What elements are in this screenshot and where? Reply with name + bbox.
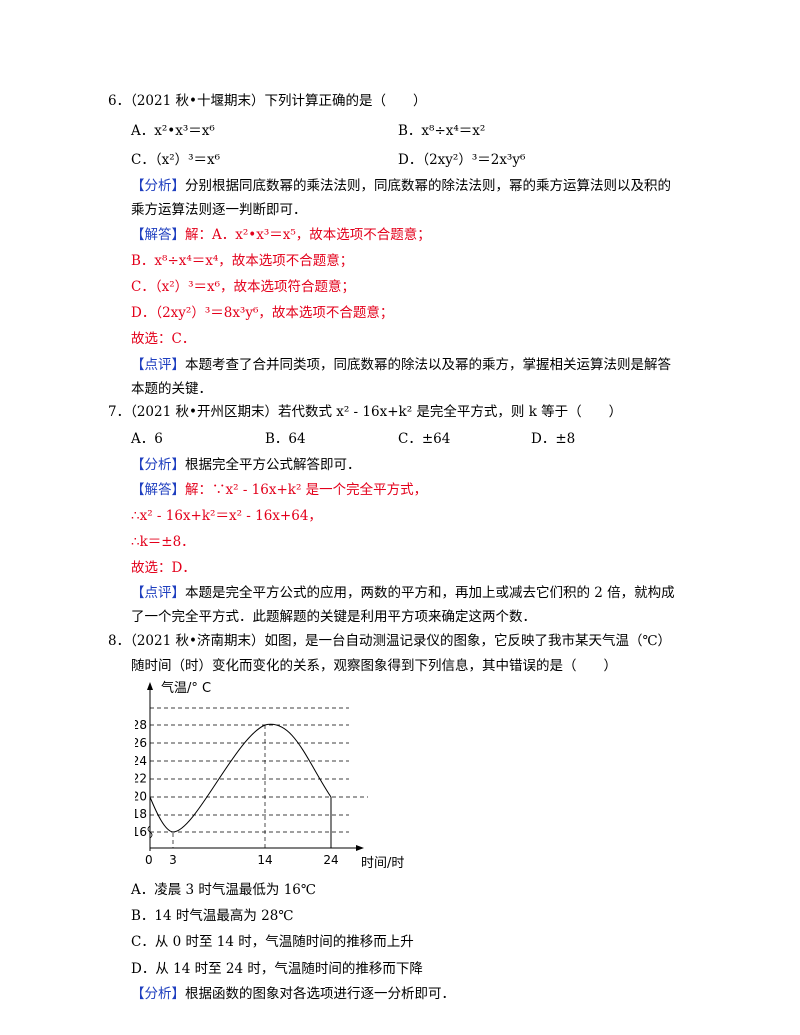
q7-option-c: C．±64	[398, 431, 451, 447]
axis-x-arrow	[356, 845, 364, 851]
q6-option-d: D．（2xy²）³＝2x³y⁶	[398, 152, 526, 168]
q8-option-a: A．凌晨 3 时气温最低为 16℃	[131, 882, 316, 898]
q7-option-b: B．64	[265, 431, 306, 447]
axis-break-mark	[147, 825, 153, 839]
q6-answer-line-1: 【解答】解：A．x²•x³＝x⁵，故本选项不合题意；	[131, 227, 431, 243]
q6-option-b: B．x⁸÷x⁴＝x²	[398, 123, 486, 139]
q6-stem: 6．（2021 秋•十堰期末）下列计算正确的是（ ）	[108, 93, 427, 109]
q6-option-a: A．x²•x³＝x⁶	[131, 123, 215, 139]
q6-answer-line-5: 故选：C．	[131, 331, 196, 347]
q6-comment-line-2: 本题的关键．	[131, 381, 212, 397]
analysis-tag: 【分析】	[131, 457, 185, 473]
y-axis-label: 气温/° C	[161, 680, 211, 696]
answer-tag: 【解答】	[131, 227, 185, 243]
analysis-tag: 【分析】	[131, 178, 185, 194]
x-tick-labels: 3 14 24	[169, 853, 338, 867]
comment-tag: 【点评】	[131, 585, 185, 601]
q6-answer-line-3: C．（x²）³＝x⁶，故本选项符合题意；	[131, 279, 356, 295]
x-tick-label: 24	[323, 853, 338, 867]
q8-option-d: D．从 14 时至 24 时，气温随时间的推移而下降	[131, 961, 423, 977]
x-tick-label: 14	[257, 853, 272, 867]
answer-tag: 【解答】	[131, 482, 185, 498]
origin-label: 0	[145, 853, 153, 867]
q7-stem: 7．（2021 秋•开州区期末）若代数式 x² - 16x+k² 是完全平方式，…	[108, 404, 623, 420]
q6-analysis-line-1: 【分析】分别根据同底数幂的乘法法则，同底数幂的除法法则，幂的乘方运算法则以及积的	[131, 178, 671, 194]
q7-answer-line-3: ∴k＝±8．	[131, 534, 195, 550]
axis-y-arrow	[147, 682, 153, 690]
q7-option-d: D．±8	[531, 431, 576, 447]
analysis-tag: 【分析】	[131, 986, 185, 1002]
temperature-curve	[149, 723, 332, 833]
q8-option-c: C．从 0 时至 14 时，气温随时间的推移而上升	[131, 934, 414, 950]
y-tick-label: 20	[135, 789, 147, 803]
grid-lines	[150, 707, 368, 848]
temperature-graph: 气温/° C 时间/时 0 28 26 24 22 20 18 16 3 14 24	[135, 680, 404, 871]
y-tick-label: 26	[135, 736, 147, 750]
q8-option-b: B．14 时气温最高为 28℃	[131, 908, 294, 924]
q6-comment-line-1: 【点评】本题考查了合并同类项，同底数幂的除法以及幂的乘方，掌握相关运算法则是解答	[131, 357, 671, 373]
q7-comment-line-2: 了一个完全平方式．此题解题的关键是利用平方项来确定这两个数．	[131, 609, 536, 625]
q7-comment-line-1: 【点评】本题是完全平方公式的应用，两数的平方和，再加上或减去它们积的 2 倍，就…	[131, 585, 675, 601]
q8-analysis-line-1: 【分析】根据函数的图象对各选项进行逐一分析即可．	[131, 986, 455, 1002]
q8-stem-line-2: 随时间（时）变化而变化的关系，观察图象得到下列信息，其中错误的是（ ）	[131, 658, 617, 674]
y-tick-label: 18	[135, 807, 147, 821]
q7-answer-line-1: 【解答】解：∵x² - 16x+k² 是一个完全平方式，	[131, 482, 428, 498]
q7-analysis-line-1: 【分析】根据完全平方公式解答即可．	[131, 457, 361, 473]
y-tick-label: 24	[135, 754, 147, 768]
q7-answer-line-4: 故选：D．	[131, 560, 196, 576]
x-tick-label: 3	[169, 853, 177, 867]
x-axis-label: 时间/时	[361, 856, 404, 871]
q6-answer-line-2: B．x⁸÷x⁴＝x⁴，故本选项不合题意；	[131, 253, 354, 269]
q7-answer-line-2: ∴x² - 16x+k²＝x² - 16x+64，	[131, 508, 322, 524]
q6-answer-line-4: D．（2xy²）³＝8x³y⁶，故本选项不合题意；	[131, 305, 394, 321]
y-tick-label: 28	[135, 718, 147, 732]
y-tick-label: 16	[135, 825, 147, 839]
y-tick-label: 22	[135, 772, 147, 786]
comment-tag: 【点评】	[131, 357, 185, 373]
y-tick-labels: 28 26 24 22 20 18 16	[135, 718, 147, 839]
q6-analysis-line-2: 乘方运算法则逐一判断即可．	[131, 202, 307, 218]
q8-stem-line-1: 8．（2021 秋•济南期末）如图，是一台自动测温记录仪的图象，它反映了我市某天…	[108, 633, 672, 649]
q7-option-a: A．6	[131, 431, 163, 447]
q6-option-c: C．（x²）³＝x⁶	[131, 152, 221, 168]
